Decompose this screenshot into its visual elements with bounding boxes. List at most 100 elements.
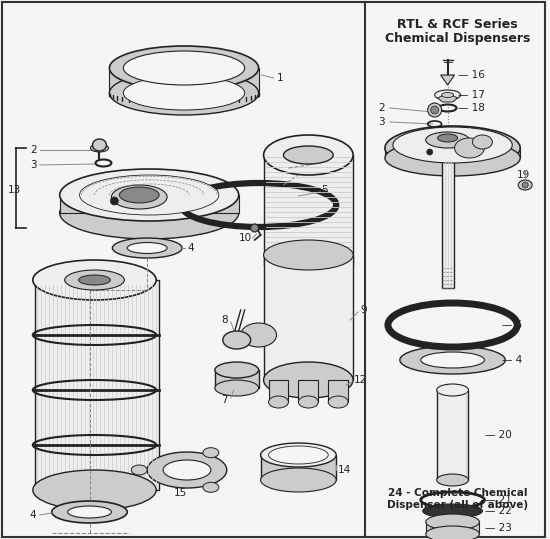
- Bar: [426, 522, 480, 534]
- Polygon shape: [263, 255, 353, 380]
- Text: 12: 12: [354, 375, 367, 385]
- Text: RTL & RCF Series: RTL & RCF Series: [397, 18, 518, 31]
- Polygon shape: [163, 460, 211, 480]
- Ellipse shape: [428, 103, 442, 117]
- Text: 24 - Complete Chemical
Dispenser (all of above): 24 - Complete Chemical Dispenser (all of…: [387, 488, 528, 510]
- Ellipse shape: [385, 140, 520, 176]
- Ellipse shape: [426, 526, 480, 539]
- Ellipse shape: [437, 474, 469, 486]
- Ellipse shape: [203, 482, 219, 492]
- Polygon shape: [60, 195, 239, 213]
- Ellipse shape: [299, 396, 318, 408]
- Ellipse shape: [268, 446, 328, 464]
- Text: Chemical Dispensers: Chemical Dispensers: [385, 32, 530, 45]
- Ellipse shape: [472, 135, 492, 149]
- Ellipse shape: [60, 187, 239, 239]
- Ellipse shape: [251, 224, 258, 232]
- Bar: [328, 380, 348, 402]
- Ellipse shape: [241, 323, 277, 347]
- Ellipse shape: [33, 260, 156, 300]
- Ellipse shape: [215, 362, 258, 378]
- Ellipse shape: [112, 185, 167, 209]
- Bar: [437, 390, 469, 480]
- Ellipse shape: [426, 514, 480, 530]
- Text: 7: 7: [221, 395, 228, 405]
- Ellipse shape: [421, 352, 485, 368]
- Text: 5: 5: [321, 185, 328, 195]
- Ellipse shape: [60, 169, 239, 221]
- Text: 2: 2: [378, 103, 384, 113]
- Ellipse shape: [518, 180, 532, 190]
- Text: — 21: — 21: [486, 495, 512, 505]
- Ellipse shape: [52, 501, 127, 523]
- Ellipse shape: [91, 144, 108, 152]
- Ellipse shape: [215, 380, 258, 396]
- Ellipse shape: [426, 132, 470, 148]
- Bar: [442, 158, 454, 288]
- Ellipse shape: [427, 149, 433, 155]
- Ellipse shape: [442, 93, 454, 98]
- Ellipse shape: [33, 470, 156, 510]
- Text: — 5: — 5: [502, 320, 522, 330]
- Ellipse shape: [283, 146, 333, 164]
- Text: 11: 11: [306, 158, 320, 168]
- Polygon shape: [385, 148, 520, 158]
- Ellipse shape: [454, 138, 485, 158]
- Text: 8: 8: [221, 315, 228, 325]
- Bar: [261, 455, 336, 480]
- Ellipse shape: [263, 362, 353, 398]
- Text: 10: 10: [239, 233, 252, 243]
- Ellipse shape: [263, 135, 353, 175]
- Text: 13: 13: [8, 185, 21, 195]
- Polygon shape: [109, 68, 258, 93]
- Ellipse shape: [127, 243, 167, 253]
- Ellipse shape: [437, 384, 469, 396]
- Bar: [299, 380, 318, 402]
- Ellipse shape: [92, 139, 107, 151]
- Ellipse shape: [423, 504, 482, 518]
- Polygon shape: [147, 452, 227, 488]
- Text: 9: 9: [360, 305, 367, 315]
- Text: — 4: — 4: [502, 355, 522, 365]
- Text: — 20: — 20: [486, 430, 512, 440]
- Ellipse shape: [123, 76, 245, 110]
- Ellipse shape: [119, 187, 159, 203]
- Ellipse shape: [112, 238, 182, 258]
- Text: 2: 2: [30, 145, 36, 155]
- Ellipse shape: [393, 127, 512, 163]
- Text: — 23: — 23: [486, 523, 512, 533]
- Ellipse shape: [65, 270, 124, 290]
- Text: 19: 19: [517, 170, 530, 180]
- Polygon shape: [123, 68, 245, 93]
- Polygon shape: [35, 280, 159, 490]
- Ellipse shape: [109, 46, 258, 90]
- Polygon shape: [438, 93, 458, 102]
- Bar: [258, 332, 268, 342]
- Ellipse shape: [111, 197, 118, 205]
- Text: 3: 3: [378, 117, 384, 127]
- Ellipse shape: [400, 346, 505, 374]
- Ellipse shape: [79, 275, 111, 285]
- Ellipse shape: [328, 396, 348, 408]
- Ellipse shape: [123, 51, 245, 85]
- Ellipse shape: [385, 126, 520, 170]
- Ellipse shape: [434, 90, 460, 100]
- Text: — 22: — 22: [486, 506, 512, 516]
- Text: 4: 4: [30, 510, 36, 520]
- Ellipse shape: [131, 465, 147, 475]
- Ellipse shape: [431, 106, 439, 114]
- Ellipse shape: [223, 331, 251, 349]
- Ellipse shape: [80, 175, 219, 215]
- Text: 1: 1: [277, 73, 283, 83]
- Ellipse shape: [109, 71, 258, 115]
- Ellipse shape: [268, 396, 288, 408]
- Text: 14: 14: [338, 465, 351, 475]
- Text: — 18: — 18: [458, 103, 485, 113]
- Ellipse shape: [203, 448, 219, 458]
- Polygon shape: [263, 155, 353, 265]
- Polygon shape: [441, 75, 454, 85]
- Text: 15: 15: [174, 488, 188, 498]
- Text: 3: 3: [30, 160, 36, 170]
- Ellipse shape: [263, 240, 353, 270]
- Ellipse shape: [261, 443, 336, 467]
